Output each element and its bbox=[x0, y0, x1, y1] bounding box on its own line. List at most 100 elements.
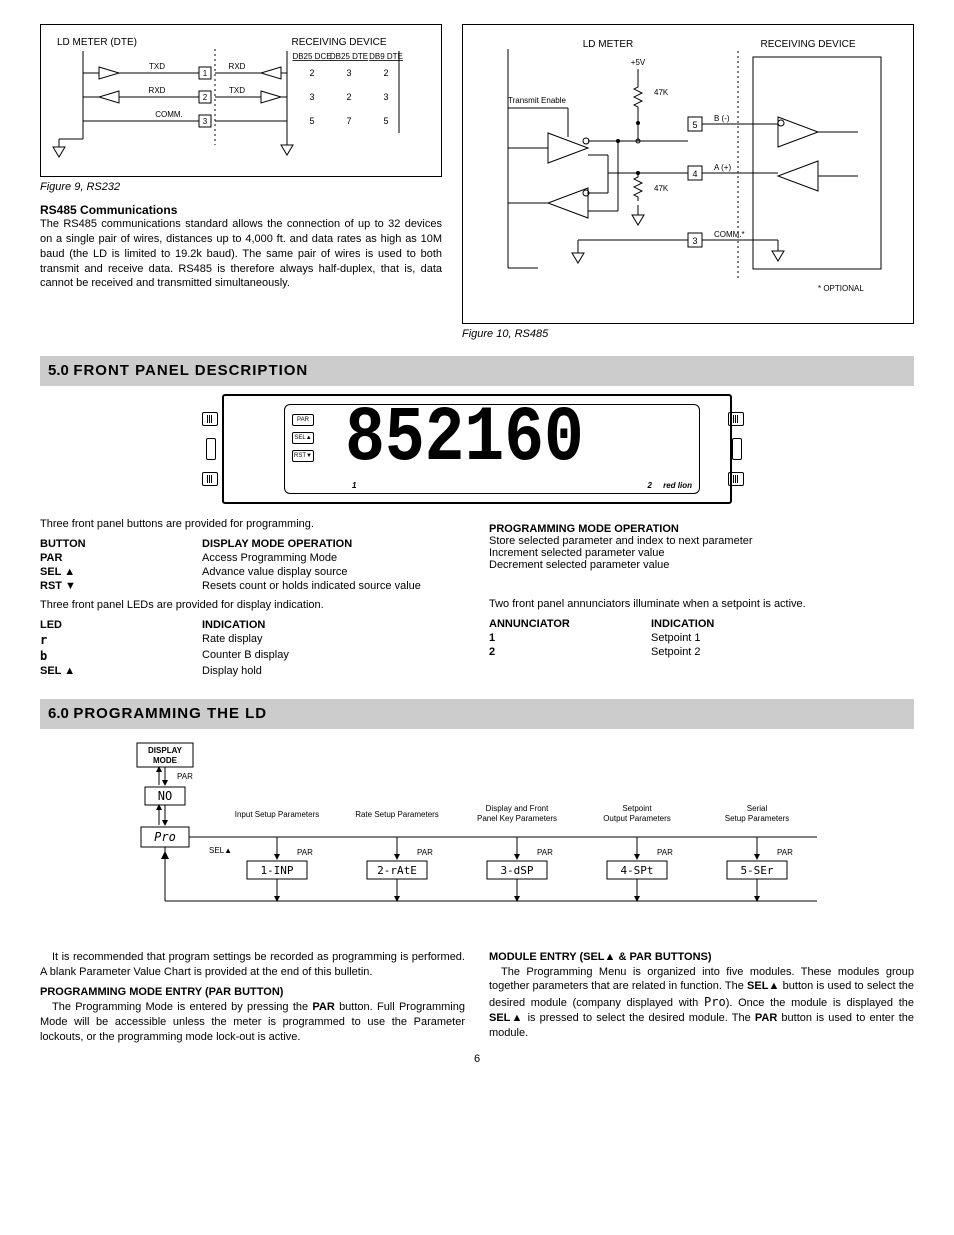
pm-row2: Increment selected parameter value bbox=[489, 547, 914, 559]
pm-row3: Decrement selected parameter value bbox=[489, 559, 914, 571]
lcd-reading: 852160 bbox=[345, 406, 584, 472]
f9-host-label: LD METER (DTE) bbox=[57, 37, 137, 48]
pm-row1: Store selected parameter and index to ne… bbox=[489, 535, 914, 547]
btn-par: PAR bbox=[40, 552, 190, 564]
section-front-panel-bar: 5.0 FRONT PANEL DESCRIPTION bbox=[40, 356, 914, 386]
mount-knob bbox=[728, 472, 744, 486]
svg-text:7: 7 bbox=[346, 116, 351, 126]
svg-text:NO: NO bbox=[158, 789, 172, 803]
led-sel-desc: Display hold bbox=[202, 665, 465, 677]
section6-title: PROGRAMMING THE LD bbox=[73, 705, 267, 722]
led-r: r bbox=[40, 633, 190, 647]
mount-knob bbox=[206, 438, 216, 460]
ann-2-desc: Setpoint 2 bbox=[651, 646, 914, 658]
module-entry-heading: MODULE ENTRY (SEL▲ & PAR BUTTONS) bbox=[489, 950, 914, 965]
svg-text:Panel Key Parameters: Panel Key Parameters bbox=[477, 814, 557, 823]
leds-intro: Three front panel LEDs are provided for … bbox=[40, 598, 465, 613]
svg-text:SEL▲: SEL▲ bbox=[209, 846, 232, 855]
prog-mode-entry-heading: PROGRAMMING MODE ENTRY (PAR BUTTON) bbox=[40, 985, 465, 1000]
svg-text:RXD: RXD bbox=[149, 86, 166, 95]
figure-9-box: LD METER (DTE) RECEIVING DEVICE DB25 DCE… bbox=[40, 24, 442, 177]
svg-text:5-SEr: 5-SEr bbox=[740, 864, 773, 877]
figure9-caption: Figure 9, RS232 bbox=[40, 181, 442, 193]
svg-text:4: 4 bbox=[692, 169, 697, 179]
ann-2: 2 bbox=[489, 646, 639, 658]
button-heading: BUTTON bbox=[40, 538, 190, 550]
svg-text:RXD: RXD bbox=[229, 62, 246, 71]
svg-text:DISPLAY: DISPLAY bbox=[148, 746, 183, 755]
rs485-wiring-svg: LD METER RECEIVING DEVICE +5V 47K Transm… bbox=[471, 33, 905, 313]
rs485-body: The RS485 communications standard allows… bbox=[40, 217, 442, 291]
section6-num: 6.0 bbox=[48, 705, 69, 722]
svg-text:MODE: MODE bbox=[153, 756, 178, 765]
annunciator-2: 2 bbox=[648, 481, 652, 490]
svg-text:DB25 DTE: DB25 DTE bbox=[330, 52, 368, 61]
prog-mode-op-heading: PROGRAMMING MODE OPERATION bbox=[489, 523, 914, 535]
svg-text:PAR: PAR bbox=[537, 848, 553, 857]
svg-text:4-SPt: 4-SPt bbox=[620, 864, 653, 877]
svg-text:TXD: TXD bbox=[149, 62, 165, 71]
section-programming-bar: 6.0 PROGRAMMING THE LD bbox=[40, 699, 914, 729]
page-number: 6 bbox=[40, 1053, 914, 1065]
figure10-caption: Figure 10, RS485 bbox=[462, 328, 914, 340]
svg-text:DB25 DCE: DB25 DCE bbox=[292, 52, 331, 61]
section5-title: FRONT PANEL DESCRIPTION bbox=[73, 362, 308, 379]
svg-text:PAR: PAR bbox=[177, 772, 193, 781]
svg-text:B (-): B (-) bbox=[714, 114, 730, 123]
svg-text:* OPTIONAL: * OPTIONAL bbox=[818, 284, 864, 293]
btn-sel-desc: Advance value display source bbox=[202, 566, 465, 578]
sel-indicator: SEL▲ bbox=[292, 432, 314, 444]
svg-text:3-dSP: 3-dSP bbox=[500, 864, 533, 877]
svg-text:COMM.*: COMM.* bbox=[714, 230, 745, 239]
svg-text:2: 2 bbox=[383, 68, 388, 78]
svg-text:5: 5 bbox=[309, 116, 314, 126]
svg-text:PAR: PAR bbox=[657, 848, 673, 857]
rst-indicator: RST▼ bbox=[292, 450, 314, 462]
svg-text:1: 1 bbox=[203, 69, 208, 78]
svg-text:47K: 47K bbox=[654, 88, 669, 97]
led-b: b bbox=[40, 649, 190, 663]
ann-1: 1 bbox=[489, 632, 639, 644]
ann-heading: ANNUNCIATOR bbox=[489, 618, 639, 630]
svg-text:1-INP: 1-INP bbox=[260, 864, 293, 877]
disp-mode-heading: DISPLAY MODE OPERATION bbox=[202, 538, 465, 550]
svg-text:Setup Parameters: Setup Parameters bbox=[725, 814, 789, 823]
programming-menu-svg: DISPLAY MODE PAR NO Pro SEL▲ Inp bbox=[117, 741, 837, 941]
svg-text:2-rAtE: 2-rAtE bbox=[377, 864, 417, 877]
ann-indication-heading: INDICATION bbox=[651, 618, 914, 630]
section5-num: 5.0 bbox=[48, 362, 69, 379]
svg-text:Input Setup Parameters: Input Setup Parameters bbox=[235, 810, 320, 819]
svg-text:TXD: TXD bbox=[229, 86, 245, 95]
lower-right-body: The Programming Menu is organized into f… bbox=[489, 965, 914, 1041]
indication-heading: INDICATION bbox=[202, 619, 465, 631]
lower-left-1: It is recommended that program settings … bbox=[40, 950, 465, 980]
svg-text:+5V: +5V bbox=[631, 58, 646, 67]
lcd-meter-drawing: PAR SEL▲ RST▼ 852160 1 2 red lion bbox=[222, 394, 732, 504]
rs232-wiring-svg: LD METER (DTE) RECEIVING DEVICE DB25 DCE… bbox=[49, 33, 429, 163]
svg-text:A (+): A (+) bbox=[714, 163, 731, 172]
mount-knob bbox=[202, 412, 218, 426]
svg-text:2: 2 bbox=[309, 68, 314, 78]
svg-text:Setpoint: Setpoint bbox=[622, 804, 652, 813]
f9-device-label: RECEIVING DEVICE bbox=[291, 37, 386, 48]
svg-text:5: 5 bbox=[383, 116, 388, 126]
svg-text:2: 2 bbox=[346, 92, 351, 102]
brand-label: red lion bbox=[663, 481, 692, 490]
svg-text:LD METER: LD METER bbox=[583, 39, 634, 50]
led-b-desc: Counter B display bbox=[202, 649, 465, 663]
svg-text:Transmit Enable: Transmit Enable bbox=[508, 96, 567, 105]
led-heading: LED bbox=[40, 619, 190, 631]
svg-text:3: 3 bbox=[383, 92, 388, 102]
svg-text:3: 3 bbox=[203, 117, 208, 126]
mount-knob bbox=[202, 472, 218, 486]
svg-text:2: 2 bbox=[203, 93, 208, 102]
lower-left-2: The Programming Mode is entered by press… bbox=[40, 1000, 465, 1045]
svg-text:3: 3 bbox=[692, 236, 697, 246]
svg-text:5: 5 bbox=[692, 120, 697, 130]
svg-text:3: 3 bbox=[346, 68, 351, 78]
three-buttons-intro: Three front panel buttons are provided f… bbox=[40, 517, 465, 532]
svg-text:Pro: Pro bbox=[154, 830, 176, 844]
svg-text:PAR: PAR bbox=[777, 848, 793, 857]
mount-knob bbox=[732, 438, 742, 460]
par-indicator: PAR bbox=[292, 414, 314, 426]
